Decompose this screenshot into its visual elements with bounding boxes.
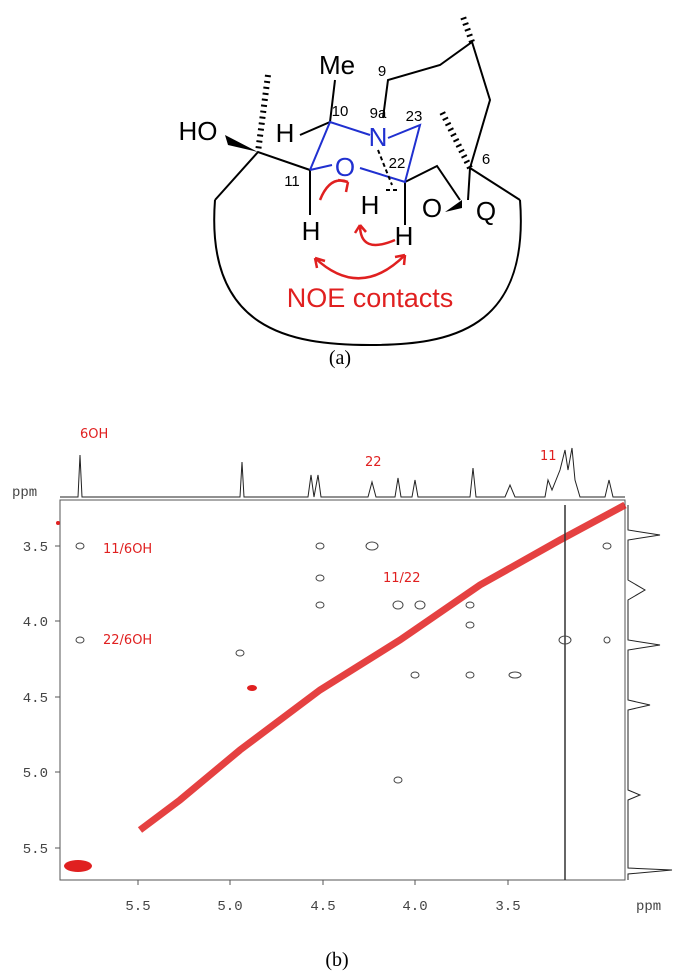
atom-label: O <box>422 193 442 223</box>
hash-bond <box>459 12 475 44</box>
annotation: 6OH <box>80 427 108 442</box>
caption: (a) <box>329 347 351 369</box>
atom-label: Q <box>476 196 496 226</box>
caption: (b) <box>325 949 348 971</box>
structure: Me 9 10 9a 23 HO H N O 22 11 6 H H H O Q… <box>179 12 522 369</box>
noe-arrow <box>353 224 396 247</box>
atom-number: 23 <box>406 108 423 125</box>
peaks-red <box>56 521 257 872</box>
hash-bond <box>255 74 271 153</box>
atom-label: O <box>335 152 355 182</box>
atom-label: H <box>361 190 380 220</box>
atom-number: 9 <box>378 63 386 80</box>
atom-number: 6 <box>482 151 490 168</box>
top-trace <box>60 447 625 498</box>
annotation: 11/22 <box>383 571 420 586</box>
hash-bond <box>439 110 473 170</box>
noe-arrow <box>318 178 350 201</box>
axis-label: ppm <box>636 899 661 915</box>
y-tick-label: 3.5 <box>23 540 48 556</box>
atom-label: H <box>302 216 321 246</box>
y-ticks: 3.5 4.0 4.5 5.0 5.5 <box>23 540 60 858</box>
right-trace <box>627 505 673 880</box>
atom-number: 22 <box>389 155 406 172</box>
x-tick-label: 4.5 <box>310 899 335 915</box>
atom-label: HO <box>179 116 218 146</box>
diagonal <box>137 501 627 833</box>
y-tick-label: 4.5 <box>23 691 48 707</box>
y-tick-label: 5.0 <box>23 766 48 782</box>
x-tick-label: 5.5 <box>125 899 150 915</box>
x-ticks: 5.5 5.0 4.5 4.0 3.5 <box>125 880 521 915</box>
x-tick-label: 5.0 <box>217 899 242 915</box>
noe-arrow <box>313 253 407 280</box>
ring-arc <box>213 199 522 347</box>
atom-label: N <box>369 122 388 152</box>
wedge <box>445 200 462 212</box>
annotation: 22/6OH <box>103 633 152 648</box>
x-tick-label: 4.0 <box>402 899 427 915</box>
atom-label: Me <box>319 50 355 80</box>
atom-number: 9a <box>370 105 387 122</box>
y-tick-label: 5.5 <box>23 842 48 858</box>
y-tick-label: 4.0 <box>23 615 48 631</box>
x-tick-label: 3.5 <box>495 899 520 915</box>
annotation: 22 <box>365 455 382 470</box>
atom-label: H <box>395 221 414 251</box>
tick-marks <box>137 880 509 885</box>
noe-label: NOE contacts <box>287 283 454 313</box>
wedge <box>225 135 258 152</box>
dashed-bond <box>377 149 400 191</box>
plot-frame <box>59 499 626 881</box>
annotation: 11/6OH <box>103 542 152 557</box>
atom-number: 10 <box>332 103 349 120</box>
blue-bonds <box>309 120 422 184</box>
tick-marks <box>55 545 60 849</box>
annotation: 11 <box>540 449 557 464</box>
cross-peaks <box>75 541 612 784</box>
spectrum: 6OH 22 11 11/6OH 11/22 22/6OH ppm ppm 5.… <box>12 427 673 971</box>
axis-label: ppm <box>12 485 37 501</box>
atom-label: H <box>276 118 295 148</box>
atom-number: 11 <box>284 173 300 190</box>
